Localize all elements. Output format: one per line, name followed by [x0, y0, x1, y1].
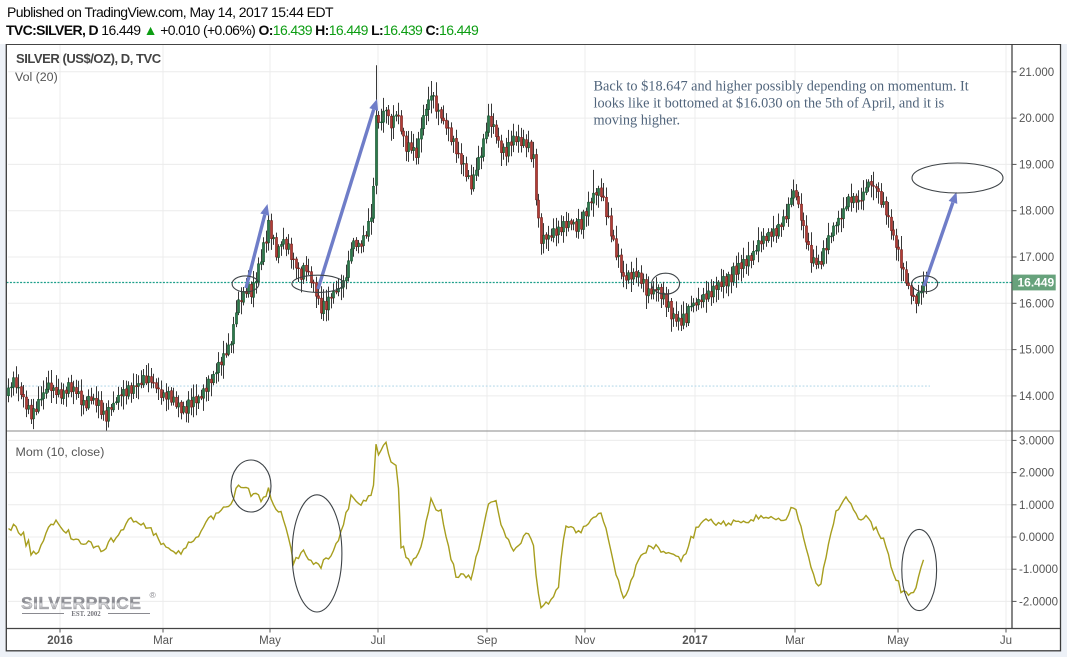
svg-text:18.000: 18.000	[1019, 206, 1054, 218]
svg-text:Back to $18.647 and higher pos: Back to $18.647 and higher possibly depe…	[594, 79, 969, 95]
svg-text:May: May	[259, 635, 281, 647]
svg-text:17.000: 17.000	[1019, 252, 1054, 264]
svg-text:20.000: 20.000	[1019, 113, 1054, 125]
svg-text:-2.0000: -2.0000	[1019, 596, 1058, 608]
svg-text:looks like it bottomed at $16.: looks like it bottomed at $16.030 on the…	[594, 96, 945, 112]
svg-text:2.0000: 2.0000	[1019, 468, 1054, 480]
svg-text:May: May	[887, 635, 909, 647]
svg-text:Vol (20): Vol (20)	[15, 70, 58, 84]
svg-text:Mar: Mar	[785, 635, 805, 647]
svg-text:Sep: Sep	[477, 635, 497, 647]
svg-text:21.000: 21.000	[1019, 67, 1054, 79]
svg-text:14.000: 14.000	[1019, 391, 1054, 403]
svg-text:Mom (10, close): Mom (10, close)	[16, 445, 105, 459]
svg-text:2016: 2016	[47, 635, 73, 647]
svg-text:0.0000: 0.0000	[1019, 532, 1054, 544]
svg-text:1.0000: 1.0000	[1019, 500, 1054, 512]
svg-text:2017: 2017	[682, 635, 708, 647]
svg-text:SILVER (US$/OZ), D, TVC: SILVER (US$/OZ), D, TVC	[16, 51, 162, 66]
svg-text:3.0000: 3.0000	[1019, 435, 1054, 447]
svg-text:EST. 2002: EST. 2002	[71, 611, 101, 618]
svg-text:Mar: Mar	[153, 635, 173, 647]
svg-text:Jul: Jul	[371, 635, 386, 647]
svg-text:®: ®	[150, 590, 157, 600]
svg-text:-1.0000: -1.0000	[1019, 564, 1058, 576]
svg-text:16.000: 16.000	[1019, 298, 1054, 310]
svg-text:19.000: 19.000	[1019, 159, 1054, 171]
svg-text:Nov: Nov	[575, 635, 596, 647]
svg-text:moving higher.: moving higher.	[594, 113, 681, 129]
svg-text:15.000: 15.000	[1019, 345, 1054, 357]
svg-text:SILVERPRICE: SILVERPRICE	[21, 593, 141, 613]
svg-text:Ju: Ju	[1000, 635, 1012, 647]
svg-text:16.449: 16.449	[1018, 276, 1055, 290]
